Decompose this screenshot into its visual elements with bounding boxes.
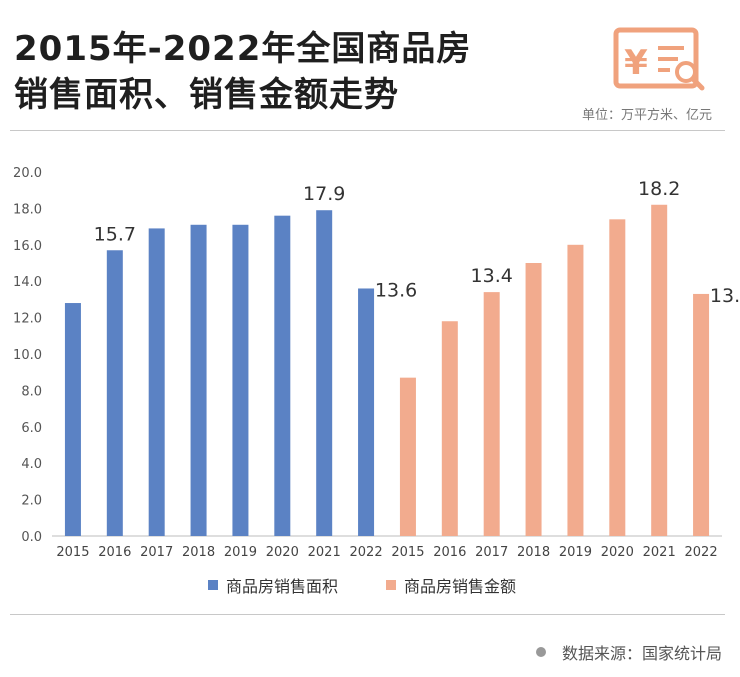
y-tick-label: 4.0 <box>21 457 42 472</box>
x-tick-label: 2018 <box>517 545 550 560</box>
bar-area-2016 <box>106 250 123 536</box>
data-label: 17.9 <box>303 183 345 205</box>
bar-amount-2020 <box>609 219 626 536</box>
data-label: 18.2 <box>638 178 680 200</box>
x-tick-label: 2016 <box>433 545 466 560</box>
bar-amount-2015 <box>399 377 416 536</box>
legend-item-area: 商品房销售面积 <box>208 573 338 597</box>
x-tick-label: 2021 <box>643 545 676 560</box>
y-tick-label: 10.0 <box>13 348 42 363</box>
y-tick-label: 14.0 <box>13 275 42 290</box>
y-tick-label: 6.0 <box>21 421 42 436</box>
bar-area-2019 <box>232 224 249 536</box>
legend-item-amount: 商品房销售金额 <box>386 573 516 597</box>
footer-divider <box>10 614 725 615</box>
y-tick-label: 8.0 <box>21 384 42 399</box>
x-tick-label: 2022 <box>685 545 718 560</box>
bar-area-2022 <box>358 288 375 536</box>
chart-title: 2015年-2022年全国商品房 销售面积、销售金额走势 <box>14 26 471 118</box>
bar-chart: 0.0 2.0 4.0 6.0 8.0 10.0 12.0 14.0 16.0 18.0 20.0 2… <box>13 166 740 560</box>
x-tick-label: 2017 <box>475 545 508 560</box>
y-tick-label: 18.0 <box>13 202 42 217</box>
y-tick-label: 0.0 <box>21 530 42 545</box>
legend-swatch-area <box>208 580 218 590</box>
data-label: 13.3 <box>710 285 740 307</box>
title-line-2: 销售面积、销售金额走势 <box>14 75 399 115</box>
x-tick-label: 2019 <box>224 545 257 560</box>
x-tick-label: 2015 <box>391 545 424 560</box>
bar-area-2015 <box>64 303 81 536</box>
bar-area-2017 <box>148 228 165 537</box>
data-label: 13.4 <box>471 265 513 287</box>
unit-label: 单位：万平方米、亿元 <box>581 108 712 123</box>
x-tick-label: 2015 <box>56 545 89 560</box>
y-tick-label: 12.0 <box>13 312 42 327</box>
bar-amount-2016 <box>441 321 458 536</box>
data-label: 15.7 <box>94 223 136 245</box>
title-line-1: 2015年-2022年全国商品房 <box>14 29 472 69</box>
header-divider <box>10 130 725 131</box>
data-label: 13.6 <box>375 279 417 301</box>
data-source-text: 数据来源：国家统计局 <box>561 644 722 663</box>
x-tick-label: 2018 <box>182 545 215 560</box>
x-tick-label: 2022 <box>350 545 383 560</box>
x-tick-label: 2020 <box>266 545 299 560</box>
x-tick-label: 2017 <box>140 545 173 560</box>
legend-label-area: 商品房销售面积 <box>226 577 339 596</box>
bar-area-2020 <box>274 215 291 536</box>
y-tick-label: 20.0 <box>13 166 42 181</box>
bar-area-2018 <box>190 224 207 536</box>
legend-label-amount: 商品房销售金额 <box>404 577 517 596</box>
x-tick-label: 2016 <box>98 545 131 560</box>
x-tick-label: 2019 <box>559 545 592 560</box>
bar-amount-2017 <box>483 292 500 536</box>
x-tick-label: 2020 <box>601 545 634 560</box>
legend-swatch-amount <box>386 580 396 590</box>
svg-text:¥: ¥ <box>624 43 648 83</box>
data-source: 数据来源：国家统计局 <box>535 640 722 664</box>
yuan-receipt-search-icon: ¥ <box>612 26 710 94</box>
x-tick-label: 2021 <box>308 545 341 560</box>
y-tick-label: 2.0 <box>21 494 42 509</box>
bar-area-2021 <box>316 210 333 536</box>
y-tick-label: 16.0 <box>13 239 42 254</box>
bar-amount-2018 <box>525 263 542 536</box>
bar-amount-2019 <box>567 244 584 537</box>
bar-amount-2022 <box>693 293 710 536</box>
chart-legend: 商品房销售面积 商品房销售金额 <box>0 573 740 597</box>
bar-amount-2021 <box>651 204 668 536</box>
bullet-dot-icon <box>535 647 546 657</box>
